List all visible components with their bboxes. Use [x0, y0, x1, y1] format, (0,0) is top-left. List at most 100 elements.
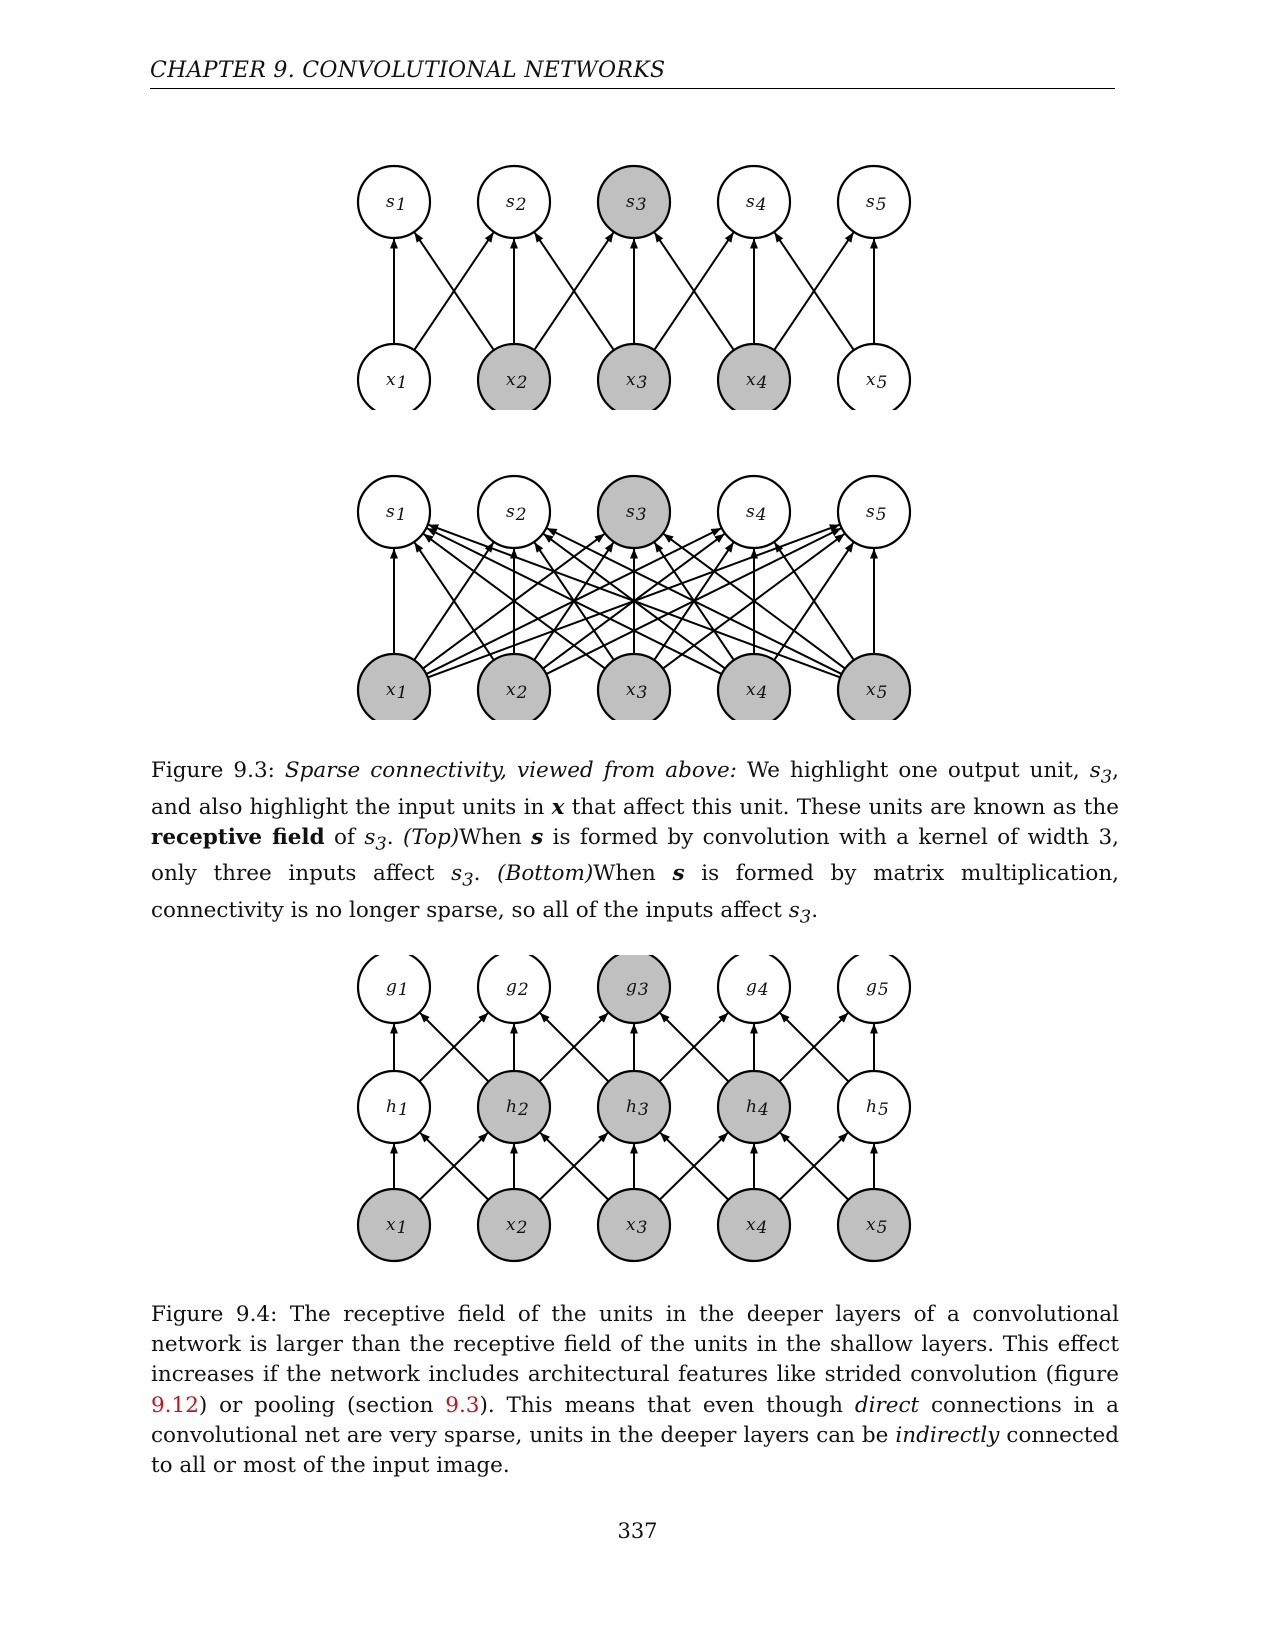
bottom-output-label-4: s4: [746, 502, 767, 525]
caption-text: .: [387, 825, 403, 850]
deep-g-label-2: g2: [506, 977, 529, 1000]
deep-g-label-4: g4: [746, 977, 769, 1000]
figure-9-3-caption: Figure 9.3: Sparse connectivity, viewed …: [151, 756, 1119, 932]
deep-g-label-5: g5: [866, 977, 889, 1000]
top-input-label-5: x5: [866, 370, 887, 393]
deep-x-label-3: x3: [626, 1215, 647, 1238]
bottom-output-node-1: s1: [358, 476, 430, 548]
caption-text: The receptive field of the units in the …: [151, 1302, 1119, 1387]
deep-x-node-5: x5: [838, 1189, 910, 1261]
page-number: 337: [0, 1519, 1275, 1543]
emphasis-direct: direct: [855, 1393, 919, 1418]
bottom-input-label-5: x5: [866, 680, 887, 703]
top-input-label-4: x4: [746, 370, 767, 393]
figure-9-3-top-diagram: s1 x1 s2 x2 s3 x3 s4 x4 s5 x5: [0, 150, 1275, 410]
bottom-output-node-5: s5: [838, 476, 910, 548]
math-s3: s3: [451, 861, 473, 886]
bottom-input-node-3: x3: [598, 654, 670, 720]
bottom-output-label-5: s5: [866, 502, 887, 525]
deep-h-label-2: h2: [506, 1097, 529, 1120]
top-input-node-5: x5: [838, 344, 910, 410]
header-rule: [150, 88, 1115, 89]
deep-g-label-1: g1: [386, 977, 409, 1000]
deep-x-label-4: x4: [746, 1215, 767, 1238]
caption-text: When: [593, 861, 672, 886]
bottom-input-label-1: x1: [386, 680, 407, 703]
bottom-output-node-2: s2: [478, 476, 550, 548]
bottom-output-node-4: s4: [718, 476, 790, 548]
bottom-output-label-2: s2: [506, 502, 527, 525]
top-output-node-1: s1: [358, 166, 430, 238]
figure-9-4-caption: Figure 9.4: The receptive field of the u…: [151, 1300, 1119, 1481]
deep-g-node-2: g2: [478, 955, 550, 1023]
top-output-node-4: s4: [718, 166, 790, 238]
bottom-input-label-4: x4: [746, 680, 767, 703]
top-output-label-2: s2: [506, 192, 527, 215]
bottom-output-label-3: s3: [626, 502, 647, 525]
caption-text: When: [459, 825, 531, 850]
deep-x-label-1: x1: [386, 1215, 407, 1238]
deep-x-node-3: x3: [598, 1189, 670, 1261]
deep-x-node-2: x2: [478, 1189, 550, 1261]
bottom-input-node-5: x5: [838, 654, 910, 720]
tag-bottom: (Bottom): [497, 861, 593, 886]
figure-ref-link[interactable]: 9.12: [151, 1393, 199, 1418]
caption-text: We highlight one output unit,: [737, 758, 1090, 783]
caption-text: .: [811, 898, 818, 923]
deep-h-label-4: h4: [746, 1097, 769, 1120]
deep-g-node-1: g1: [358, 955, 430, 1023]
caption-text: ) or pooling (section: [199, 1393, 445, 1418]
top-output-node-5: s5: [838, 166, 910, 238]
term-receptive-field: receptive field: [151, 825, 325, 850]
figure-9-3-bottom-diagram: s1 x1 s2 x2 s3 x3 s4 x4 s5 x5: [0, 460, 1275, 720]
math-s3: s3: [1090, 758, 1112, 783]
bottom-output-node-3: s3: [598, 476, 670, 548]
deep-h-node-4: h4: [718, 1071, 790, 1143]
caption-text: .: [474, 861, 498, 886]
bottom-input-label-3: x3: [626, 680, 647, 703]
top-input-node-3: x3: [598, 344, 670, 410]
caption-label: Figure 9.3:: [151, 758, 275, 783]
caption-text: that affect this unit. These units are k…: [564, 795, 1119, 820]
section-ref-link[interactable]: 9.3: [445, 1393, 479, 1418]
bottom-input-node-2: x2: [478, 654, 550, 720]
top-input-node-1: x1: [358, 344, 430, 410]
math-x: x: [552, 795, 565, 820]
deep-g-node-4: g4: [718, 955, 790, 1023]
caption-text: of: [325, 825, 365, 850]
top-input-node-2: x2: [478, 344, 550, 410]
deep-x-node-1: x1: [358, 1189, 430, 1261]
math-s: s: [531, 825, 543, 850]
top-output-node-3: s3: [598, 166, 670, 238]
deep-x-label-2: x2: [506, 1215, 527, 1238]
deep-h-label-1: h1: [386, 1097, 409, 1120]
deep-h-node-3: h3: [598, 1071, 670, 1143]
running-header: CHAPTER 9. CONVOLUTIONAL NETWORKS: [150, 58, 1115, 83]
deep-g-label-3: g3: [626, 977, 649, 1000]
bottom-input-label-2: x2: [506, 680, 527, 703]
top-output-node-2: s2: [478, 166, 550, 238]
top-input-label-2: x2: [506, 370, 527, 393]
deep-h-label-3: h3: [626, 1097, 649, 1120]
deep-x-node-4: x4: [718, 1189, 790, 1261]
math-s3: s3: [364, 825, 386, 850]
tag-top: (Top): [403, 825, 459, 850]
math-s3: s3: [789, 898, 811, 923]
top-output-label-3: s3: [626, 192, 647, 215]
bottom-input-node-1: x1: [358, 654, 430, 720]
deep-h-node-2: h2: [478, 1071, 550, 1143]
bottom-input-node-4: x4: [718, 654, 790, 720]
deep-x-label-5: x5: [866, 1215, 887, 1238]
caption-title: Sparse connectivity, viewed from above:: [285, 758, 737, 783]
emphasis-indirectly: indirectly: [895, 1423, 999, 1448]
top-output-label-1: s1: [386, 192, 407, 215]
bottom-output-label-1: s1: [386, 502, 407, 525]
caption-text: ). This means that even though: [480, 1393, 855, 1418]
top-input-label-1: x1: [386, 370, 407, 393]
deep-h-node-5: h5: [838, 1071, 910, 1143]
figure-9-4-diagram: g1 g2 g3 g4 g5 h1 h2 h3 h4 h5 x1 x2 x3 x4 x5: [0, 955, 1275, 1315]
caption-label: Figure 9.4:: [151, 1302, 277, 1327]
top-input-label-3: x3: [626, 370, 647, 393]
math-s: s: [672, 861, 684, 886]
top-input-node-4: x4: [718, 344, 790, 410]
